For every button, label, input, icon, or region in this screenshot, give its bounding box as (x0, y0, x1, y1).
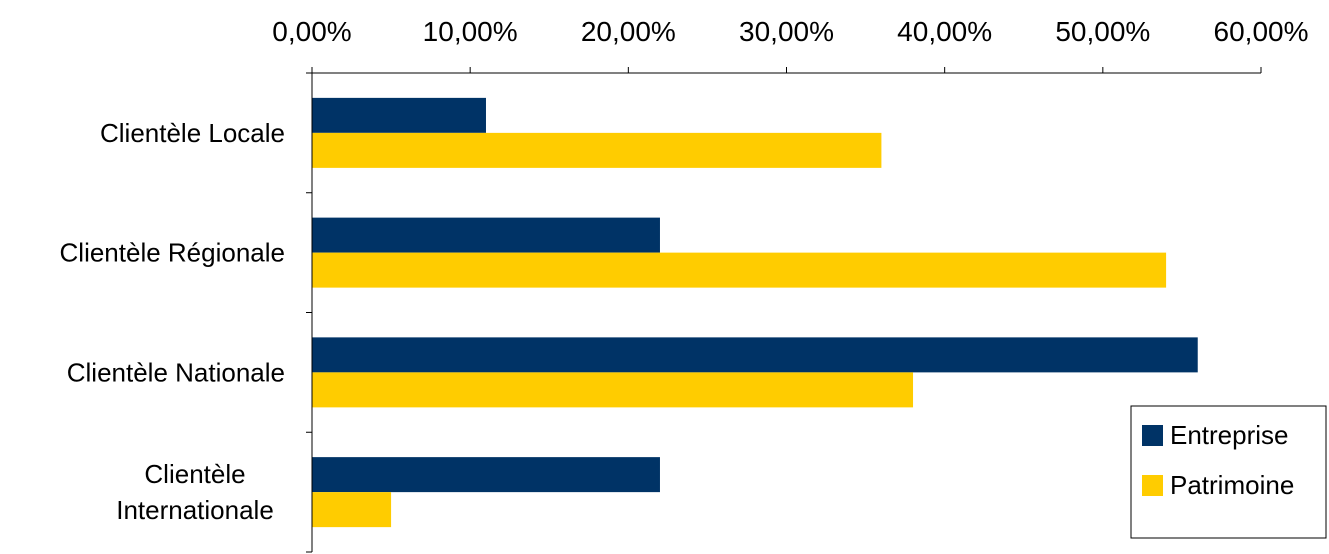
x-tick-label: 10,00% (423, 16, 518, 47)
bars-group (312, 97, 1198, 528)
category-labels: Clientèle Locale Clientèle Régionale Clien… (60, 118, 285, 525)
x-tick-label: 30,00% (739, 16, 834, 47)
x-tick-label: 20,00% (581, 16, 676, 47)
legend: Entreprise Patrimoine (1130, 405, 1327, 539)
bar-entreprise-clientele-regionale (312, 217, 660, 253)
category-label: Clientèle Nationale (67, 357, 285, 387)
legend-swatch-entreprise (1142, 425, 1163, 446)
category-label: Clientèle (144, 459, 245, 489)
x-tick-label: 40,00% (897, 16, 992, 47)
x-tick-label: 0,00% (272, 16, 351, 47)
axes-group (306, 67, 1262, 553)
category-label: Internationale (116, 495, 274, 525)
bar-entreprise-clientele-internationale (312, 457, 660, 493)
legend-label-patrimoine: Patrimoine (1170, 470, 1294, 500)
bar-patrimoine-clientele-locale (312, 132, 882, 168)
legend-swatch-patrimoine (1142, 475, 1163, 496)
legend-label-entreprise: Entreprise (1170, 420, 1289, 450)
bar-patrimoine-clientele-internationale (312, 492, 392, 528)
bar-entreprise-clientele-locale (312, 97, 486, 133)
bar-entreprise-clientele-nationale (312, 337, 1198, 373)
bar-patrimoine-clientele-nationale (312, 372, 914, 408)
category-label: Clientèle Régionale (60, 238, 285, 268)
category-label: Clientèle Locale (100, 118, 285, 148)
x-tick-label: 50,00% (1055, 16, 1150, 47)
legend-box (1130, 405, 1327, 539)
x-tick-labels: 0,00% 10,00% 20,00% 30,00% 40,00% 50,00% 60,00… (272, 16, 1308, 47)
bar-patrimoine-clientele-regionale (312, 252, 1167, 288)
x-tick-label: 60,00% (1214, 16, 1309, 47)
